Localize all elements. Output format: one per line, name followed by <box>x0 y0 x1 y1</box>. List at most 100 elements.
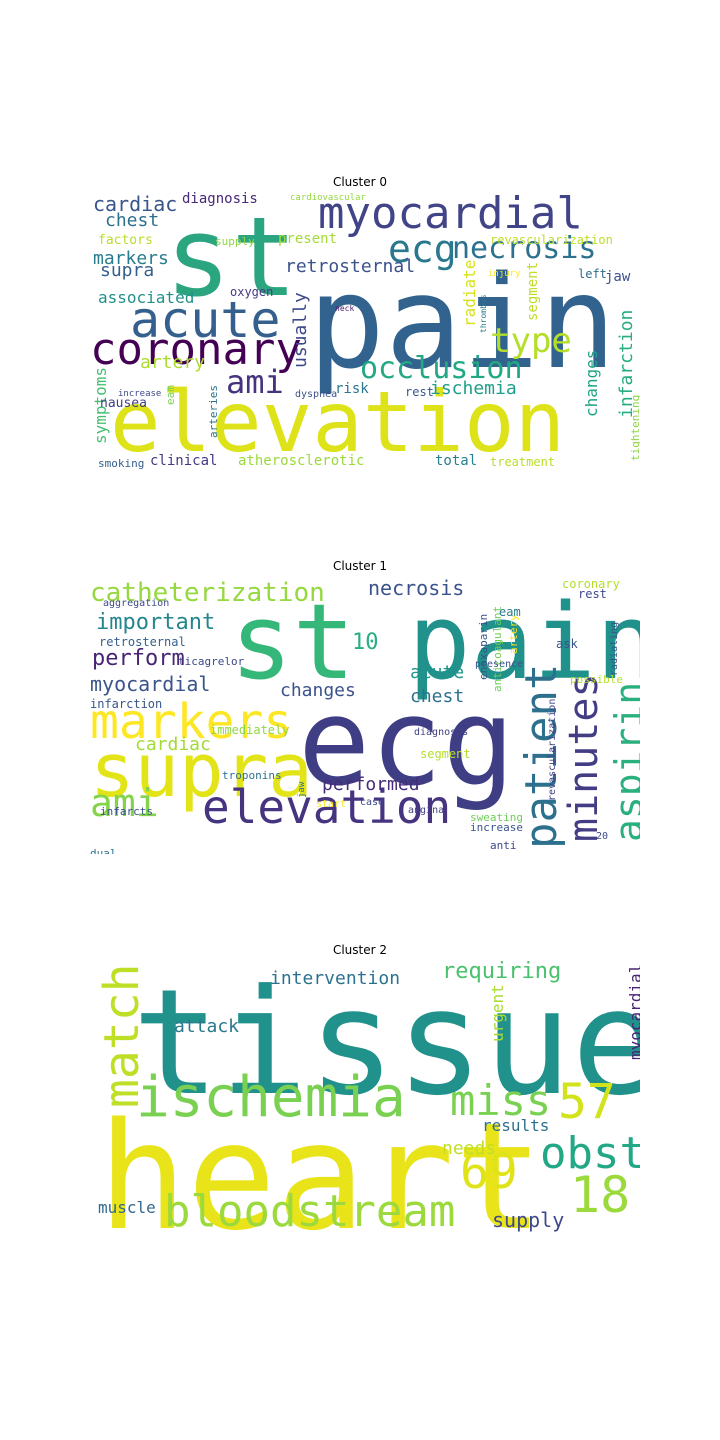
word-cluster-0-treatment: treatment <box>490 455 556 469</box>
word-cluster-1-cardiac: cardiac <box>135 734 211 755</box>
word-cluster-1-aspirin: aspirin <box>607 681 640 842</box>
word-cluster-0-neck: neck <box>335 304 355 313</box>
word-cluster-0-cardiac: cardiac <box>93 192 178 216</box>
word-cluster-0-acute: acute <box>130 291 281 349</box>
word-cluster-1-ami: ami <box>90 781 159 825</box>
word-cluster-0-thrombus: thrombus <box>479 294 488 334</box>
word-cluster-1-revascularization: revascularization <box>547 698 558 801</box>
word-cluster-1-infarction: infarction <box>90 697 163 711</box>
cluster-0-wordcloud: st pain elevation myocardial acute coronary ec… <box>90 190 640 470</box>
word-cluster-0-coronary: coronary <box>90 324 302 375</box>
word-cluster-1-diagnosis: diagnosis <box>414 727 469 738</box>
word-cluster-2-57: 57 <box>558 1074 616 1130</box>
word-cluster-1-artery: artery <box>507 613 520 654</box>
word-cluster-1-aggregation: aggregation <box>103 598 170 609</box>
word-cluster-1-perform: perform <box>92 646 185 671</box>
cluster-2-title: Cluster 2 <box>332 943 388 957</box>
word-cluster-2-supply: supply <box>492 1208 565 1232</box>
word-cluster-1-changes: changes <box>280 680 356 701</box>
word-cluster-0-type: type <box>490 321 572 361</box>
word-cluster-1-increase: increase <box>470 821 523 834</box>
word-cluster-1-10: 10 <box>352 630 379 655</box>
word-cluster-1-important: important <box>96 610 216 635</box>
word-cluster-0-radiate: radiate <box>460 259 479 328</box>
word-cluster-0-dyspnea: dyspnea <box>295 389 338 400</box>
word-cluster-0-chest: chest <box>105 210 160 231</box>
word-cluster-1-radiating: radiating <box>609 621 620 676</box>
word-cluster-1-segment: segment <box>420 747 471 761</box>
word-cluster-0-occlusion: occlusion <box>360 351 523 386</box>
word-cluster-0-ecg: ecg <box>388 227 457 271</box>
word-cluster-1-ticagrelor: ticagrelor <box>178 655 245 668</box>
word-cluster-1-start: start <box>316 799 347 810</box>
word-cluster-1-pain: pain <box>408 581 640 703</box>
word-cluster-2-heart: heart <box>98 1091 544 1238</box>
word-cluster-2-miss: miss <box>450 1076 552 1125</box>
word-cluster-0-supra: supra <box>100 260 155 281</box>
word-cluster-2-18: 18 <box>570 1166 631 1224</box>
word-cluster-1-myocardial: myocardial <box>90 672 211 696</box>
word-cluster-0-factors: factors <box>98 233 153 248</box>
word-cluster-2-results: results <box>482 1116 550 1135</box>
word-cluster-0-nausea: nausea <box>100 396 147 411</box>
word-cluster-2-ischemia: ischemia <box>136 1065 406 1130</box>
word-cluster-0-increase: increase <box>118 389 162 399</box>
word-cluster-0-st: st <box>165 193 298 321</box>
cluster-1-wordcloud: st pain ecg supra markers elevation patient min… <box>90 574 640 854</box>
word-cluster-1-troponins: troponins <box>222 769 282 782</box>
word-cluster-1-immediately: immediately <box>210 723 290 737</box>
word-cluster-2-obst: obst <box>540 1128 640 1179</box>
word-cluster-1-case: case <box>360 797 385 808</box>
word-cluster-0-injury: injury <box>488 269 521 279</box>
word-cluster-2-urgent: urgent <box>488 983 507 1042</box>
word-cluster-0-tightening: tightening <box>629 394 640 461</box>
word-cluster-1-performed: performed <box>322 774 420 795</box>
word-cluster-0-changes: changes <box>582 349 601 418</box>
word-cluster-1-catheterization: catheterization <box>90 578 325 608</box>
word-cluster-2-myocardial: myocardial <box>626 963 640 1060</box>
word-cluster-0-risk: risk <box>335 381 369 397</box>
word-cluster-0-diagnosis: diagnosis <box>182 191 258 207</box>
word-cluster-0-revascularization: revascularization <box>490 233 613 247</box>
cluster-0-title: Cluster 0 <box>332 175 388 189</box>
word-cluster-2-69: 69 <box>460 1144 518 1200</box>
word-cluster-0-jaw: jaw <box>605 269 631 285</box>
word-cluster-0-smoking: smoking <box>98 457 145 470</box>
word-cluster-1-rest: rest <box>578 587 607 601</box>
word-cluster-0-usually: usually <box>290 291 311 368</box>
word-cluster-1-chest: chest <box>410 686 465 707</box>
word-cluster-0-present: present <box>278 231 338 247</box>
word-cluster-0-eam: eam <box>164 384 177 405</box>
word-cluster-1-retrosternal: retrosternal <box>99 635 186 649</box>
word-cluster-0-necrosis: necrosis <box>452 231 597 266</box>
cluster-1-title: Cluster 1 <box>332 559 388 573</box>
word-cluster-1-ecg: ecg <box>298 674 515 813</box>
word-cluster-1-jaw: jaw <box>297 781 307 799</box>
word-cluster-0-rest: rest <box>405 385 434 399</box>
word-cluster-1-markers: markers <box>90 694 293 750</box>
word-cluster-1-presence: presence <box>475 659 524 670</box>
word-cluster-2-tissue: tissue <box>132 958 640 1128</box>
word-cluster-1-angina: angina <box>408 805 445 816</box>
word-cluster-1-necrosis: necrosis <box>368 576 465 600</box>
word-cluster-2-attack: attack <box>174 1016 240 1037</box>
word-cluster-0-cardiovascular: cardiovascular <box>290 193 366 203</box>
word-cluster-0-associated: associated <box>98 288 195 307</box>
word-cluster-1-eam: eam <box>499 605 521 619</box>
word-cluster-0-segment: segment <box>525 261 541 321</box>
word-cluster-0-supply: supply <box>215 235 255 248</box>
word-cluster-1-minutes: minutes <box>561 673 607 842</box>
word-cluster-0-oxygen: oxygen <box>230 285 274 299</box>
word-cluster-1-anti: anti <box>490 839 517 852</box>
word-cluster-0-total: total <box>435 453 478 469</box>
word-cluster-0-artery: artery <box>140 352 206 373</box>
word-cluster-0-left: left <box>578 267 607 281</box>
word-cluster-1-ask: ask <box>556 637 578 651</box>
word-cluster-1-coronary: coronary <box>562 577 620 591</box>
word-cluster-1-20: 20 <box>596 831 609 842</box>
word-cluster-0-pain: pain <box>308 249 617 398</box>
word-cluster-1-enoxaparin: enoxaparin <box>477 613 490 680</box>
word-cluster-0-retrosternal: retrosternal <box>285 256 416 277</box>
word-cluster-0-ami: ami <box>226 363 284 401</box>
